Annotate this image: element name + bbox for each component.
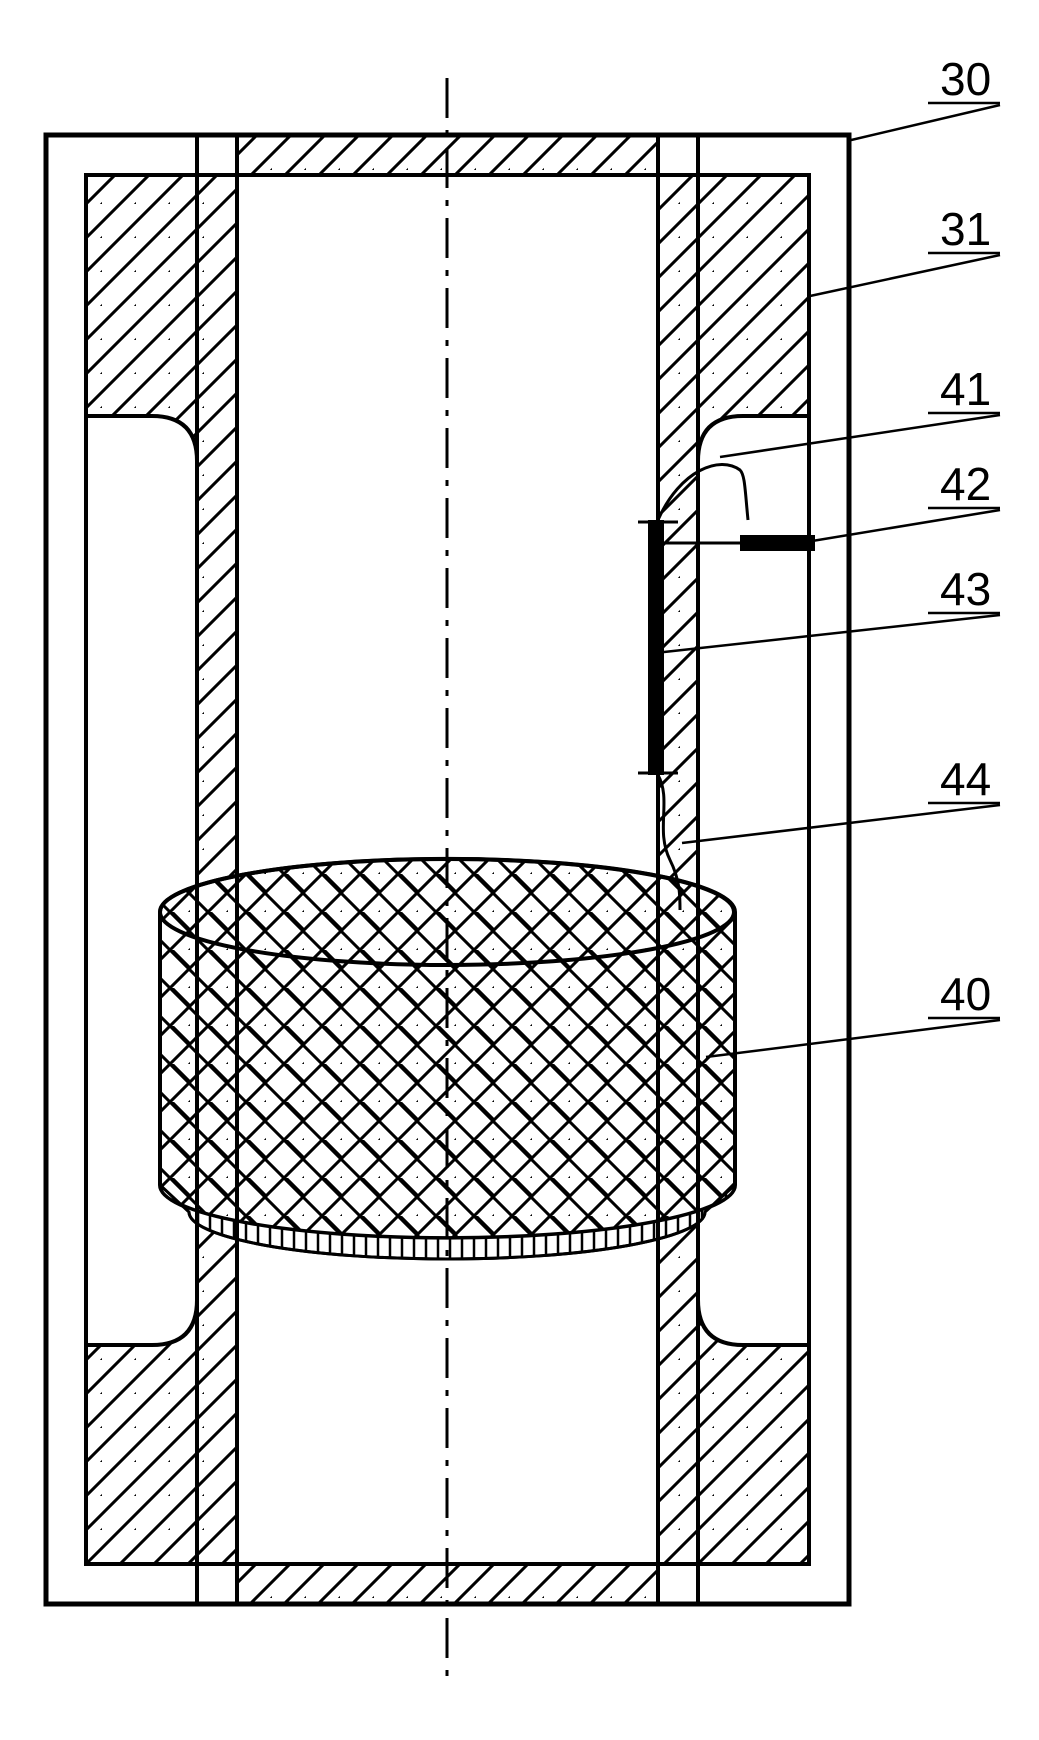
leader-30 — [847, 105, 1000, 141]
leader-31 — [810, 255, 1000, 296]
leader-41 — [720, 415, 1000, 457]
leader-42 — [800, 510, 1000, 543]
label-44: 44 — [940, 753, 991, 805]
label-41: 41 — [940, 363, 991, 415]
label-40: 40 — [940, 968, 991, 1020]
leader-40 — [706, 1020, 1000, 1057]
element-43 — [648, 520, 664, 775]
cross-section-diagram: 30 31 41 42 43 44 40 — [0, 0, 1039, 1740]
leader-43 — [655, 615, 1000, 653]
leader-44 — [682, 805, 1000, 843]
label-42: 42 — [940, 458, 991, 510]
label-31: 31 — [940, 203, 991, 255]
label-43: 43 — [940, 563, 991, 615]
label-30: 30 — [940, 53, 991, 105]
reference-labels: 30 31 41 42 43 44 40 — [940, 53, 991, 1020]
